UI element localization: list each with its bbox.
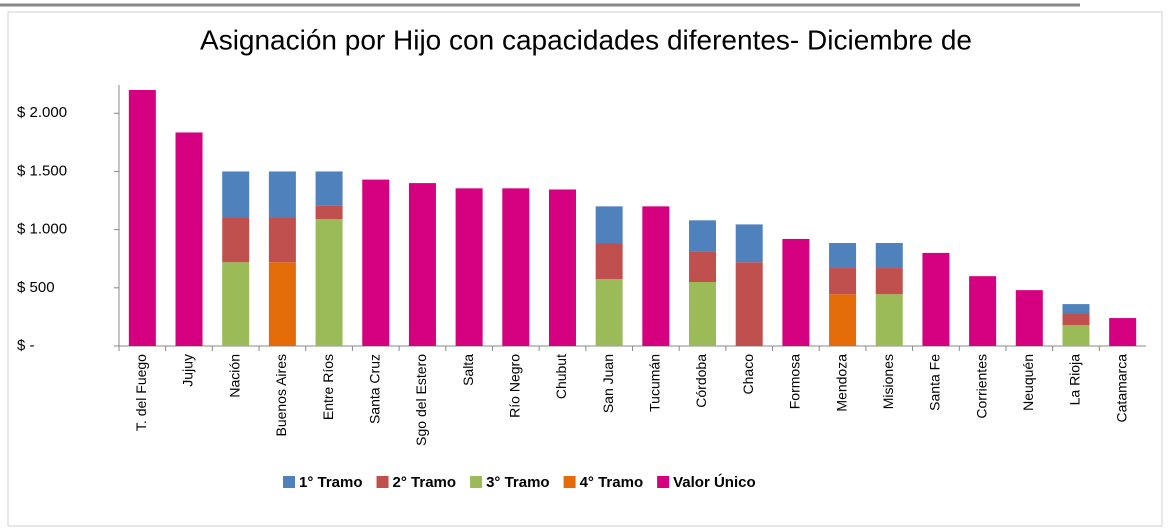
legend-label: Valor Único: [673, 473, 756, 491]
bar-segment: [362, 179, 390, 346]
bar-segment: [1015, 290, 1043, 346]
x-tick-label: Mendoza: [833, 354, 849, 412]
x-tick-label: Río Negro: [506, 354, 522, 418]
bar-segment: [222, 171, 250, 218]
legend-swatch: [563, 476, 576, 488]
bar-segment: [829, 294, 857, 346]
x-tick-label: Sgo del Estero: [413, 354, 429, 446]
bar-segment: [595, 279, 623, 346]
legend-label: 1° Tramo: [299, 474, 363, 491]
x-tick-label: Córdoba: [693, 354, 709, 408]
bar-segment: [829, 268, 857, 295]
bar-segment: [689, 282, 717, 346]
y-tick-label: $ 1.500: [17, 162, 67, 179]
bar-segment: [268, 262, 296, 346]
x-tick-label: Chaco: [740, 354, 756, 395]
bar-segment: [268, 218, 296, 263]
bar-segment: [1062, 304, 1090, 314]
bar-segment: [735, 224, 763, 263]
bar-segment: [175, 132, 203, 346]
bar-segment: [1109, 318, 1137, 346]
x-tick-label: Entre Ríos: [320, 354, 336, 420]
bar-segment: [268, 171, 296, 218]
bar-segment: [222, 218, 250, 263]
bar-segment: [502, 188, 530, 346]
bar-segment: [642, 206, 670, 346]
bar-segment: [689, 220, 717, 252]
bar-segment: [1062, 325, 1090, 346]
x-tick-label: Neuquén: [1020, 354, 1036, 411]
bar-segment: [782, 238, 810, 346]
bar-segment: [455, 188, 483, 346]
x-tick-label: Jujuy: [180, 354, 196, 387]
x-tick-label: La Rioja: [1067, 354, 1083, 406]
legend-swatch: [470, 476, 483, 488]
bar-segment: [875, 268, 903, 295]
chart-title: Asignación por Hijo con capacidades dife…: [200, 24, 972, 55]
bar-segment: [315, 219, 343, 346]
x-tick-label: Formosa: [787, 354, 803, 409]
bar-segment: [315, 171, 343, 206]
legend-swatch: [376, 476, 389, 488]
bar-segment: [315, 205, 343, 220]
bar-segment: [595, 243, 623, 280]
legend-label: 3° Tramo: [486, 474, 550, 491]
legend-swatch: [657, 476, 670, 488]
x-tick-label: San Juan: [600, 354, 616, 413]
bar-segment: [829, 243, 857, 269]
legend-label: 4° Tramo: [580, 474, 644, 491]
bar-segment: [408, 183, 436, 346]
legend-swatch: [283, 476, 295, 488]
bar-segment: [595, 206, 623, 244]
y-tick-label: $ 1.000: [17, 221, 67, 238]
x-tick-label: Salta: [460, 354, 476, 386]
legend-label: 2° Tramo: [393, 474, 457, 491]
x-tick-label: Chubut: [553, 354, 569, 399]
bar-segment: [1062, 314, 1090, 326]
bar-segment: [875, 294, 903, 346]
bar-segment: [128, 90, 156, 346]
bar-segment: [548, 189, 576, 346]
bar-segment: [922, 252, 950, 346]
y-tick-label: $ -: [17, 337, 35, 354]
x-tick-label: Misiones: [880, 354, 896, 409]
bar-segment: [969, 276, 997, 346]
x-tick-label: Santa Fe: [927, 354, 943, 411]
x-tick-label: Catamarca: [1113, 354, 1129, 423]
x-tick-label: Tucumán: [647, 354, 663, 412]
x-tick-label: T. del Fuego: [133, 354, 149, 431]
x-tick-label: Nación: [226, 354, 242, 398]
y-tick-label: $ 2.000: [17, 104, 67, 121]
bar-segment: [875, 243, 903, 269]
bar-segment: [689, 251, 717, 282]
bar-segment: [735, 262, 763, 346]
bar-segment: [222, 262, 250, 346]
y-tick-label: $ 500: [17, 279, 55, 296]
x-tick-label: Santa Cruz: [366, 354, 382, 424]
x-tick-label: Corrientes: [973, 354, 989, 419]
x-tick-label: Buenos Aires: [273, 354, 289, 437]
